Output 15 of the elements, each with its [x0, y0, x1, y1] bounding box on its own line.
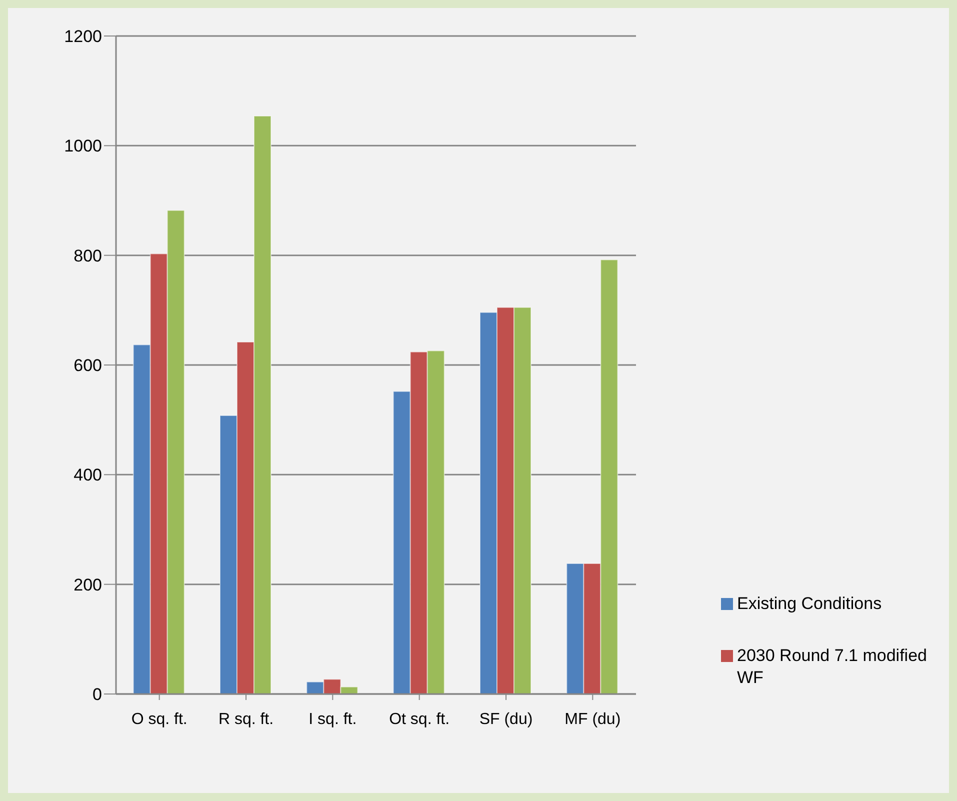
x-tick-label: O sq. ft. [131, 711, 188, 728]
legend-label: Existing Conditions [737, 593, 882, 615]
y-tick-label: 800 [74, 246, 102, 266]
x-tick-label: Ot sq. ft. [389, 711, 450, 728]
y-tick-label: 0 [92, 685, 102, 704]
y-tick-label: 600 [74, 356, 102, 376]
y-tick-label: 1000 [64, 136, 102, 156]
y-tick-label: 400 [74, 466, 102, 485]
x-tick-label: MF (du) [564, 711, 621, 728]
y-tick-label: 1200 [64, 27, 102, 46]
x-tick-label: SF (du) [479, 711, 533, 728]
y-tick-label: 200 [74, 575, 102, 594]
legend-label: 2030 Round 7.1 modified WF [737, 645, 928, 689]
x-tick-label: R sq. ft. [218, 711, 274, 728]
x-tick-label: I sq. ft. [308, 711, 357, 728]
